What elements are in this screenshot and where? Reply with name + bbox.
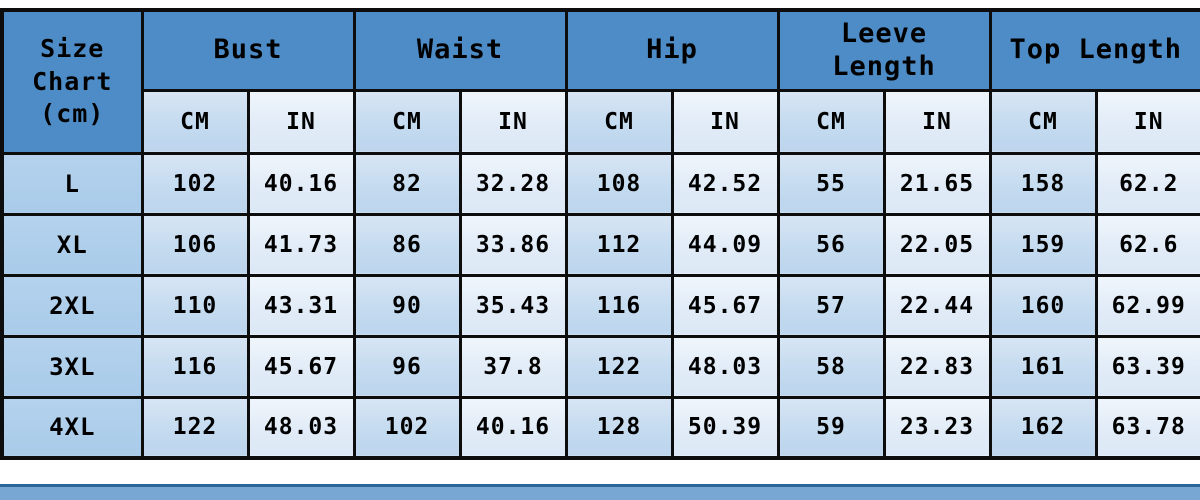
group-header-leeve-length: Leeve Length [776, 8, 992, 92]
value-cell-leeve-in: 21.65 [882, 151, 992, 216]
group-header-waist-line1: Waist [416, 34, 504, 66]
value-cell-hip-cm: 116 [564, 273, 674, 338]
value-cell-waist-in: 33.86 [458, 212, 568, 277]
size-chart-table: Size Chart (cm) Bust Waist Hip Leev [0, 8, 1200, 460]
value-cell-waist-cm: 86 [352, 212, 462, 277]
unit-header-leeve-cm: CM [776, 88, 886, 155]
value-cell-waist-cm: 82 [352, 151, 462, 216]
value-cell-waist-in: 37.8 [458, 334, 568, 399]
value-cell-bust-in: 45.67 [246, 334, 356, 399]
size-cell: L [0, 151, 144, 216]
value-cell-hip-in: 42.52 [670, 151, 780, 216]
value-cell-leeve-in: 22.83 [882, 334, 992, 399]
corner-line-1: Size [40, 34, 105, 63]
value-cell-top-in: 63.39 [1094, 334, 1200, 399]
value-cell-bust-cm: 102 [140, 151, 250, 216]
size-cell: XL [0, 212, 144, 277]
group-header-bust: Bust [140, 8, 356, 92]
table-row-3xl: 3XL 116 45.67 96 37.8 122 48.03 58 22.83… [0, 334, 1200, 399]
unit-header-leeve-in: IN [882, 88, 992, 155]
value-cell-top-cm: 158 [988, 151, 1098, 216]
value-cell-top-in: 63.78 [1094, 395, 1200, 460]
value-cell-bust-cm: 116 [140, 334, 250, 399]
unit-header-top-cm: CM [988, 88, 1098, 155]
table-row-xl: XL 106 41.73 86 33.86 112 44.09 56 22.05… [0, 212, 1200, 277]
unit-header-waist-cm: CM [352, 88, 462, 155]
value-cell-hip-in: 50.39 [670, 395, 780, 460]
value-cell-waist-in: 40.16 [458, 395, 568, 460]
table-row-4xl: 4XL 122 48.03 102 40.16 128 50.39 59 23.… [0, 395, 1200, 460]
value-cell-waist-cm: 102 [352, 395, 462, 460]
value-cell-waist-cm: 90 [352, 273, 462, 338]
value-cell-bust-cm: 106 [140, 212, 250, 277]
value-cell-waist-in: 32.28 [458, 151, 568, 216]
value-cell-waist-cm: 96 [352, 334, 462, 399]
value-cell-leeve-in: 23.23 [882, 395, 992, 460]
value-cell-leeve-cm: 59 [776, 395, 886, 460]
value-cell-top-in: 62.6 [1094, 212, 1200, 277]
corner-header-size-chart: Size Chart (cm) [0, 8, 144, 155]
group-header-hip-line1: Hip [646, 34, 698, 66]
unit-header-hip-cm: CM [564, 88, 674, 155]
value-cell-hip-cm: 108 [564, 151, 674, 216]
value-cell-bust-in: 43.31 [246, 273, 356, 338]
value-cell-leeve-in: 22.05 [882, 212, 992, 277]
value-cell-top-in: 62.99 [1094, 273, 1200, 338]
group-header-leeve-length-line2: Length [832, 51, 936, 83]
value-cell-top-in: 62.2 [1094, 151, 1200, 216]
value-cell-hip-in: 44.09 [670, 212, 780, 277]
table-row-l: L 102 40.16 82 32.28 108 42.52 55 21.65 … [0, 151, 1200, 216]
group-header-top-length: Top Length [988, 8, 1200, 92]
group-header-waist: Waist [352, 8, 568, 92]
value-cell-leeve-cm: 55 [776, 151, 886, 216]
unit-header-bust-cm: CM [140, 88, 250, 155]
corner-line-3: (cm) [40, 99, 105, 128]
value-cell-leeve-cm: 58 [776, 334, 886, 399]
value-cell-leeve-in: 22.44 [882, 273, 992, 338]
value-cell-top-cm: 160 [988, 273, 1098, 338]
value-cell-bust-in: 41.73 [246, 212, 356, 277]
value-cell-top-cm: 162 [988, 395, 1098, 460]
size-cell: 2XL [0, 273, 144, 338]
group-header-hip: Hip [564, 8, 780, 92]
unit-header-top-in: IN [1094, 88, 1200, 155]
group-header-top-length-line1: Top Length [1009, 34, 1183, 66]
unit-header-waist-in: IN [458, 88, 568, 155]
value-cell-waist-in: 35.43 [458, 273, 568, 338]
value-cell-bust-cm: 122 [140, 395, 250, 460]
group-header-leeve-length-line1: Leeve [840, 17, 928, 49]
value-cell-top-cm: 161 [988, 334, 1098, 399]
value-cell-bust-in: 48.03 [246, 395, 356, 460]
value-cell-leeve-cm: 56 [776, 212, 886, 277]
value-cell-top-cm: 159 [988, 212, 1098, 277]
unit-header-bust-in: IN [246, 88, 356, 155]
value-cell-bust-in: 40.16 [246, 151, 356, 216]
table-row-2xl: 2XL 110 43.31 90 35.43 116 45.67 57 22.4… [0, 273, 1200, 338]
unit-header-hip-in: IN [670, 88, 780, 155]
value-cell-leeve-cm: 57 [776, 273, 886, 338]
bottom-blue-bar [0, 484, 1200, 500]
header-group-row: Size Chart (cm) Bust Waist Hip Leev [0, 8, 1200, 155]
value-cell-hip-in: 45.67 [670, 273, 780, 338]
size-cell: 4XL [0, 395, 144, 460]
value-cell-hip-in: 48.03 [670, 334, 780, 399]
corner-line-2: Chart [32, 66, 113, 96]
value-cell-bust-cm: 110 [140, 273, 250, 338]
value-cell-hip-cm: 112 [564, 212, 674, 277]
value-cell-hip-cm: 122 [564, 334, 674, 399]
value-cell-hip-cm: 128 [564, 395, 674, 460]
header-units-row: CM IN CM IN CM IN CM IN CM IN [2, 88, 1200, 155]
size-cell: 3XL [0, 334, 144, 399]
group-header-bust-line1: Bust [213, 34, 283, 66]
